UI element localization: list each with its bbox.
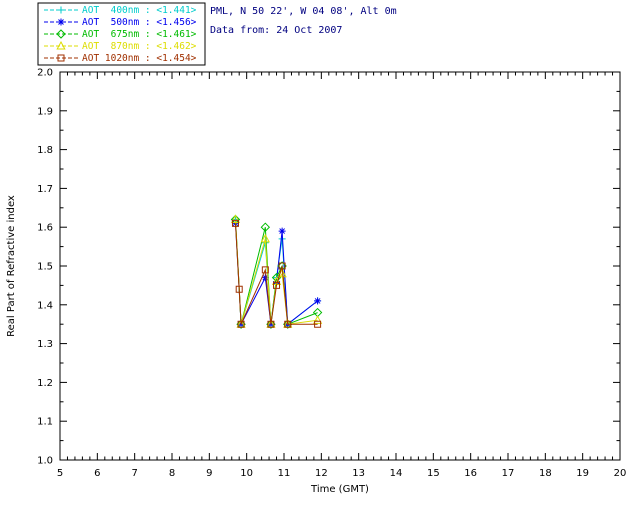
- marker-square: [261, 266, 269, 274]
- x-tick-label: 18: [539, 468, 552, 479]
- x-tick-label: 13: [352, 468, 365, 479]
- marker-asterisk: [57, 18, 65, 26]
- axes: 5 6 7 8 9 10 11 12 13 14 15 16 17 18 19 20 1.0 1.1 1.2 1.3 1…: [37, 68, 626, 480]
- legend: AOT 400nm : <1.441> AOT 500nm : <1.456> …: [37, 2, 206, 66]
- marker-square: [314, 320, 322, 328]
- x-tick-label: 15: [427, 468, 440, 479]
- y-tick-label: 1.3: [37, 339, 53, 350]
- marker-diamond: [56, 29, 66, 39]
- legend-label-675nm: AOT 675nm : <1.461>: [82, 29, 197, 40]
- marker-asterisk: [278, 227, 286, 235]
- y-tick-label: 1.5: [37, 262, 53, 273]
- x-tick-label: 10: [240, 468, 253, 479]
- station-info-text: PML, N 50 22', W 04 08', Alt 0m: [210, 6, 397, 17]
- marker-asterisk: [261, 274, 269, 282]
- x-tick-label: 12: [315, 468, 328, 479]
- marker-plus: [57, 6, 65, 14]
- y-tick-label: 1.4: [37, 300, 53, 311]
- y-axis-title: Real Part of Refractive index: [6, 195, 17, 337]
- marker-square: [267, 320, 275, 328]
- plot-frame: [59, 71, 621, 461]
- marker-square: [231, 219, 239, 227]
- marker-square: [284, 320, 292, 328]
- x-tick-label: 8: [169, 468, 175, 479]
- marker-square: [235, 285, 243, 293]
- legend-label-1020nm: AOT 1020nm : <1.454>: [82, 53, 197, 64]
- legend-samples: [44, 6, 78, 62]
- data-date-text: Data from: 24 Oct 2007: [210, 25, 342, 36]
- x-tick-label: 5: [57, 468, 63, 479]
- marker-asterisk: [314, 297, 322, 305]
- x-tick-label: 14: [390, 468, 403, 479]
- x-tick-label: 6: [94, 468, 100, 479]
- y-tick-label: 1.0: [37, 456, 53, 467]
- marker-triangle: [260, 233, 270, 243]
- marker-square: [278, 262, 286, 270]
- y-tick-label: 1.7: [37, 184, 53, 195]
- marker-square: [273, 281, 281, 289]
- legend-label-400nm: AOT 400nm : <1.441>: [82, 5, 197, 16]
- marker-triangle: [230, 214, 241, 223]
- x-tick-label: 16: [464, 468, 477, 479]
- x-axis-title: Time (GMT): [310, 484, 369, 495]
- y-tick-label: 2.0: [37, 68, 53, 79]
- legend-label-500nm: AOT 500nm : <1.456>: [82, 17, 197, 28]
- y-tick-label: 1.9: [37, 106, 53, 117]
- marker-square: [237, 320, 245, 328]
- y-tick-label: 1.8: [37, 145, 53, 156]
- legend-border: [37, 2, 206, 66]
- x-tick-label: 19: [576, 468, 589, 479]
- data-series: [230, 214, 323, 329]
- y-tick-label: 1.6: [37, 223, 53, 234]
- series-line: [235, 223, 318, 325]
- series-aot-870nm: [230, 214, 323, 328]
- x-tick-label: 17: [502, 468, 515, 479]
- x-tick-label: 7: [131, 468, 137, 479]
- x-tick-label: 11: [278, 468, 291, 479]
- marker-diamond: [260, 222, 271, 232]
- legend-label-870nm: AOT 870nm : <1.462>: [82, 41, 197, 52]
- marker-square: [57, 54, 65, 62]
- marker-triangle: [312, 315, 323, 324]
- y-tick-label: 1.1: [37, 417, 53, 428]
- series-aot-1020nm: [231, 219, 322, 328]
- marker-triangle: [56, 40, 66, 50]
- y-tick-label: 1.2: [37, 378, 53, 389]
- x-tick-label: 9: [206, 468, 212, 479]
- x-tick-label: 20: [614, 468, 627, 479]
